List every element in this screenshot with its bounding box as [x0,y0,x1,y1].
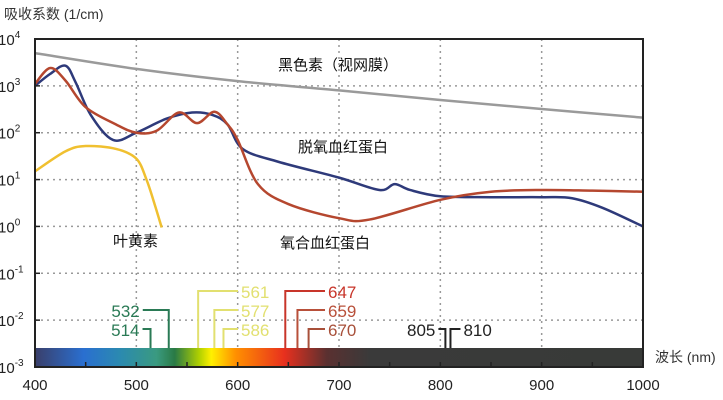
y-tick-label: 101 [0,171,21,190]
x-tick-label: 700 [326,377,351,394]
annotation-melanin: 黑色素（视网膜） [278,57,398,74]
laser-label-810: 810 [463,321,491,340]
laser-line-670 [307,328,325,348]
y-tick-label: 10-2 [0,311,24,330]
x-tick-label: 400 [22,377,47,394]
oxy-hemoglobin-curve [34,66,644,223]
x-tick-label: 500 [124,377,149,394]
annotation-oxy-hemoglobin: 氧合血红蛋白 [280,235,370,252]
lutein-curve [34,144,163,228]
y-axis-label: 吸收系数 (1/cm) [4,6,104,22]
annotation-deoxy-hemoglobin: 脱氧血红蛋白 [298,139,388,156]
laser-label-805: 805 [407,321,435,340]
laser-line-561 [197,290,238,348]
y-tick-label: 104 [0,30,21,49]
laser-label-532: 532 [111,302,139,321]
y-tick-label: 10-3 [0,358,24,377]
melanin-curve [34,51,644,119]
x-tick-label: 600 [225,377,250,394]
axes: 400 500 600 700 800 900 1000 104 103 102 101 100 10-… [0,30,660,394]
laser-label-514: 514 [111,321,139,340]
laser-line-577 [213,309,238,348]
y-tick-label: 102 [0,124,21,143]
laser-line-647 [284,290,325,348]
laser-label-561: 561 [241,283,269,302]
x-tick-label: 800 [428,377,453,394]
annotation-lutein: 叶黄素 [113,233,158,250]
series-group [34,51,644,228]
y-tick-label: 103 [0,77,21,96]
laser-line-805 [438,328,447,348]
laser-label-647: 647 [328,283,356,302]
laser-line-514 [142,328,152,348]
spectrum-bar [35,348,643,366]
laser-label-586: 586 [241,321,269,340]
laser-line-532 [142,309,170,348]
grid-lines [35,39,643,367]
y-tick-label: 100 [0,217,21,236]
laser-line-659 [296,309,325,348]
laser-line-810 [449,328,461,348]
x-axis-label: 波长 (nm) [655,349,716,365]
laser-line-586 [222,328,238,348]
y-tick-label: 10-1 [0,264,24,283]
laser-label-659: 659 [328,302,356,321]
laser-label-670: 670 [328,321,356,340]
laser-label-577: 577 [241,302,269,321]
x-tick-label: 1000 [626,377,659,394]
x-tick-label: 900 [529,377,554,394]
